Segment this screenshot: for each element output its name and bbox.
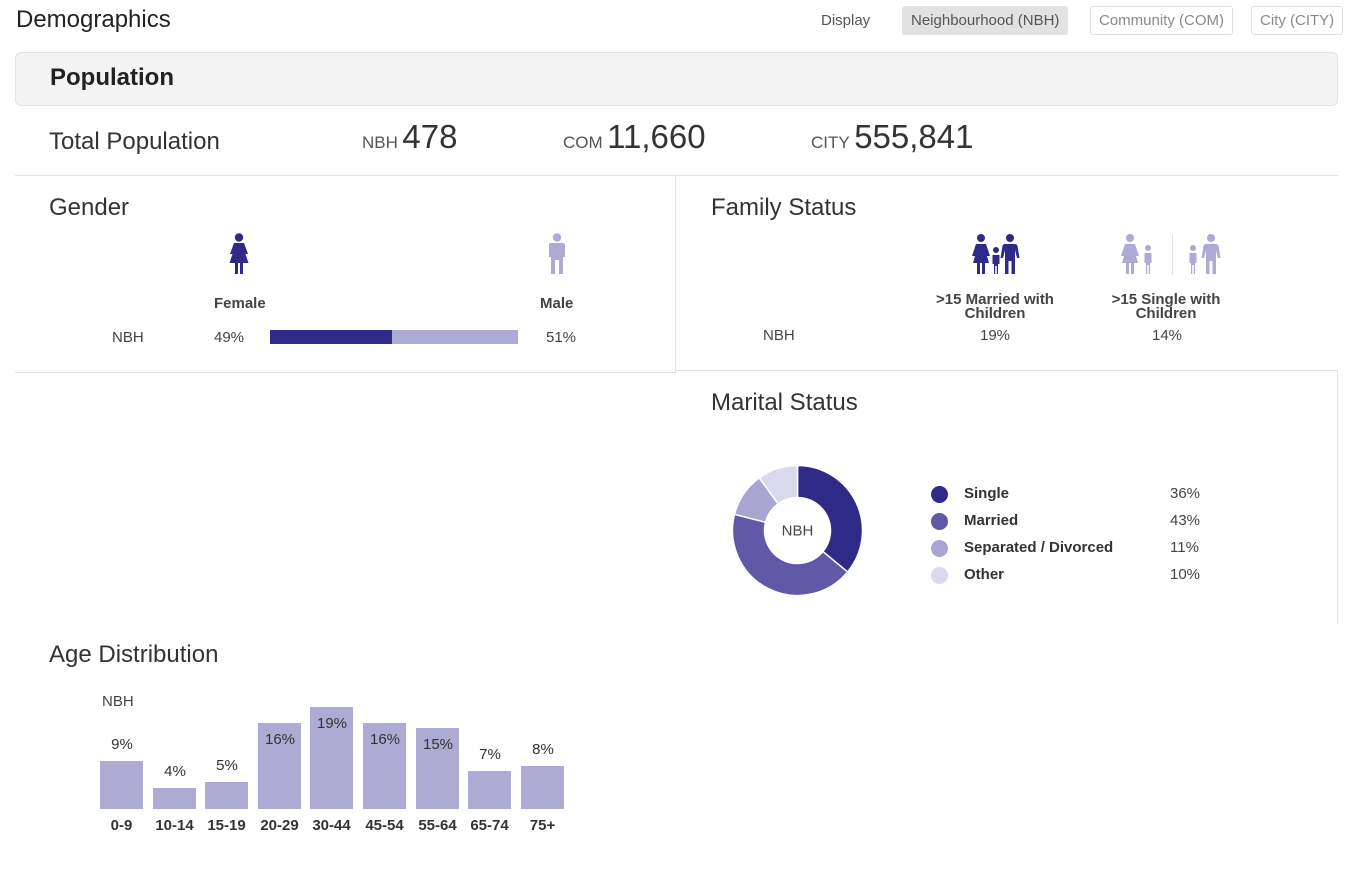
gender-title: Gender [49, 194, 130, 221]
single-parent-family-icon [1121, 234, 1221, 275]
female-label: Female [214, 295, 266, 312]
section-title: Population [50, 64, 174, 91]
family-single-value: 14% [1152, 327, 1183, 344]
age-bar-value-label: 19% [316, 715, 348, 732]
stat-value: 555,841 [854, 118, 974, 155]
female-bar-fill [270, 330, 392, 344]
male-percent: 51% [546, 329, 577, 346]
divider [1337, 370, 1338, 624]
marital-status-title: Marital Status [711, 389, 858, 416]
age-bar-value-label: 7% [479, 746, 501, 763]
gender-ratio-bar [270, 330, 518, 344]
age-bar-55-64 [416, 728, 459, 809]
age-category-label: 65-74 [470, 817, 509, 834]
toggle-community[interactable]: Community (COM) [1090, 6, 1234, 35]
age-category-label: 10-14 [155, 817, 194, 834]
age-bar-value-label: 15% [422, 736, 454, 753]
donut-slice-married [731, 513, 849, 597]
age-bar-value-label: 8% [532, 741, 554, 758]
age-category-label: 30-44 [312, 817, 351, 834]
legend-dot-single [931, 486, 948, 503]
age-bar-value-label: 16% [264, 731, 296, 748]
toggle-city[interactable]: City (CITY) [1251, 6, 1344, 35]
marital-donut-chart: NBH [731, 464, 864, 597]
stat-value: 11,660 [607, 118, 706, 155]
display-label: Display [821, 12, 871, 29]
age-bar-10-14 [153, 788, 196, 809]
age-category-label: 55-64 [418, 817, 457, 834]
age-series-label: NBH [102, 693, 134, 710]
age-category-label: 75+ [529, 817, 556, 834]
family-single-label: >15 Single with Children [1111, 291, 1221, 322]
age-bar-45-54 [363, 723, 406, 809]
donut-slice-other [758, 464, 799, 505]
legend-value-single: 36% [1170, 485, 1201, 502]
age-bar-value-label: 4% [164, 763, 186, 780]
age-bar-value-label: 9% [111, 736, 133, 753]
legend-dot-married [931, 513, 948, 530]
legend-label-separated: Separated / Divorced [964, 539, 1114, 556]
married-family-icon [972, 234, 1020, 274]
stat-prefix: NBH [362, 133, 398, 152]
legend-label-single: Single [964, 485, 1010, 502]
legend-value-separated: 11% [1170, 539, 1199, 556]
age-category-label: 45-54 [365, 817, 404, 834]
legend-dot-separated [931, 540, 948, 557]
female-figure-icon [229, 233, 249, 274]
donut-slice-single [796, 464, 864, 573]
donut-center-label: NBH [782, 523, 814, 540]
stat-prefix: CITY [811, 133, 850, 152]
male-label: Male [540, 295, 574, 312]
total-population-label: Total Population [49, 128, 220, 155]
age-bar-20-29 [258, 723, 301, 809]
total-population-com: COM 11,660 [563, 118, 706, 156]
divider [15, 372, 676, 373]
legend-dot-other [931, 567, 948, 584]
age-bar-value-label: 16% [369, 731, 401, 748]
divider [15, 175, 1338, 176]
age-category-label: 15-19 [207, 817, 246, 834]
age-category-label: 0-9 [110, 817, 133, 834]
divider [676, 370, 1338, 371]
age-bar-15-19 [205, 782, 248, 809]
legend-value-married: 43% [1170, 512, 1201, 529]
section-header [15, 52, 1338, 106]
male-figure-icon [549, 233, 565, 274]
legend-label-other: Other [964, 566, 1005, 583]
age-bar-30-44 [310, 707, 353, 809]
gender-row-label: NBH [112, 329, 144, 346]
family-married-value: 19% [980, 327, 1011, 344]
female-percent: 49% [214, 329, 245, 346]
age-category-label: 20-29 [260, 817, 299, 834]
age-bar-value-label: 5% [216, 757, 238, 774]
family-status-title: Family Status [711, 194, 857, 221]
age-bar-65-74 [468, 771, 511, 809]
divider [675, 176, 676, 372]
age-bar-75+ [521, 766, 564, 809]
age-bar-0-9 [100, 761, 143, 809]
family-row-label: NBH [763, 327, 795, 344]
age-distribution-title: Age Distribution [49, 641, 219, 668]
legend-label-married: Married [964, 512, 1019, 529]
family-married-label: >15 Married with Children [936, 291, 1054, 322]
total-population-nbh: NBH 478 [362, 118, 457, 156]
stat-value: 478 [402, 118, 458, 155]
total-population-city: CITY 555,841 [811, 118, 973, 156]
page-title: Demographics [16, 6, 171, 33]
toggle-neighbourhood[interactable]: Neighbourhood (NBH) [902, 6, 1069, 35]
stat-prefix: COM [563, 133, 603, 152]
legend-value-other: 10% [1170, 566, 1201, 583]
